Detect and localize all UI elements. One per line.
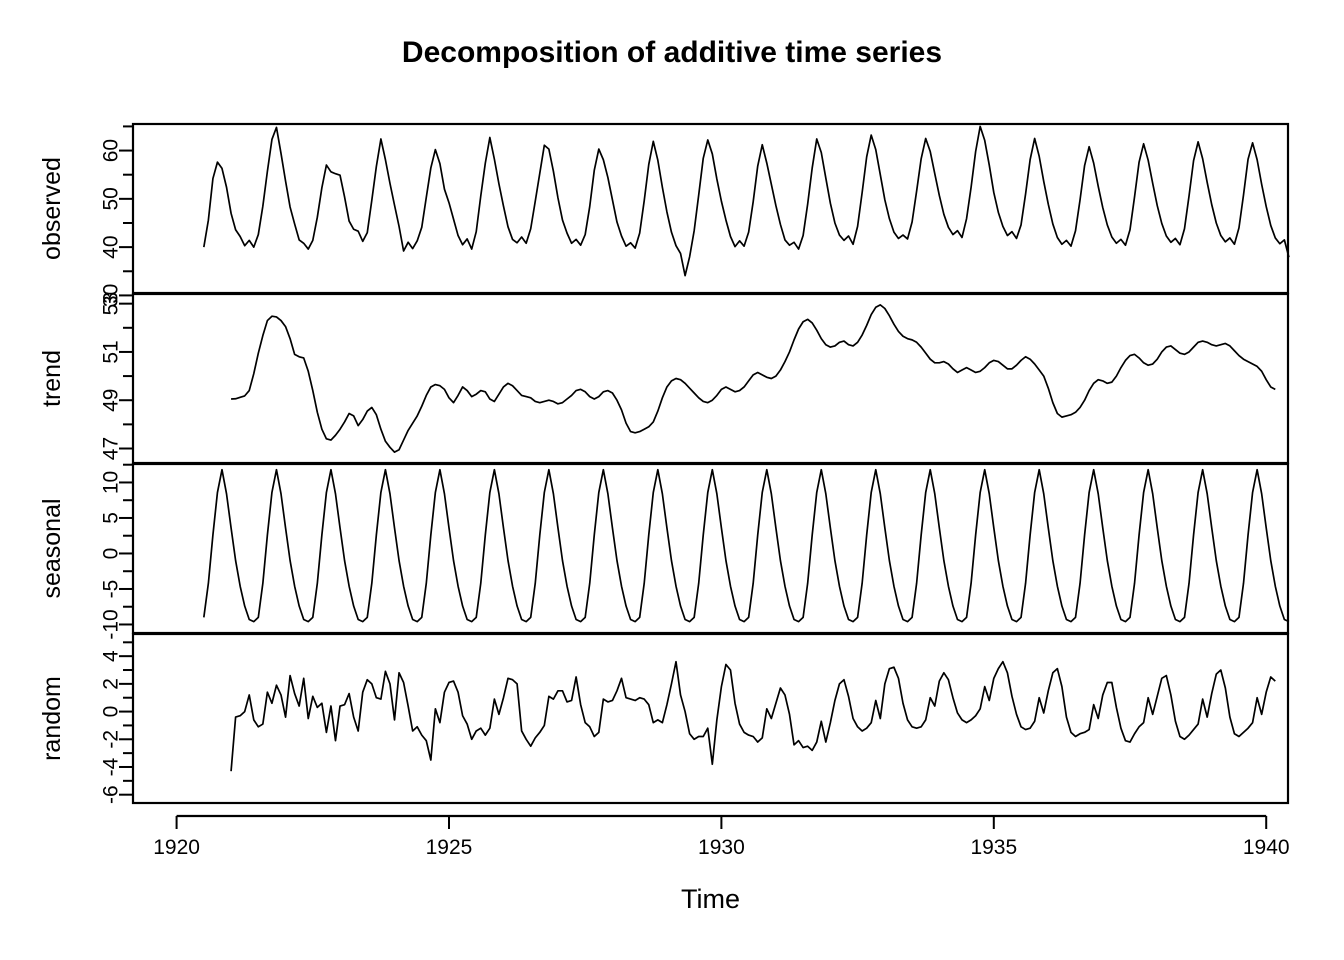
y-tick-label-observed: 50 [100,187,123,210]
x-tick-label: 1935 [970,836,1017,859]
panel-trend: 47 49 51 53 trend [38,292,1290,465]
y-tick-label-random: 4 [100,650,123,662]
y-tick-label-observed: 40 [100,235,123,258]
y-tick-label-seasonal: 10 [100,471,123,494]
series-line-seasonal [202,468,1290,623]
y-tick-label-random: -2 [100,730,123,749]
y-tick-label-random: -4 [100,757,123,776]
panel-random: -6 -4 -2 0 2 4 random [38,632,1290,805]
series-line-trend [231,304,1276,453]
y-tick-label-observed: 60 [100,139,123,162]
y-tick-label-seasonal: 5 [100,512,123,524]
y-tick-label-observed: 30 [100,284,123,307]
panel-seasonal: -10 -5 0 5 10 seasonal [38,462,1290,640]
y-tick-label-random: -6 [100,785,123,804]
panel-border-seasonal [131,462,1290,635]
page-title: Decomposition of additive time series [401,36,943,69]
y-tick-label-random: 2 [100,678,123,690]
y-tick-label-trend: 51 [100,340,123,363]
x-axis-title: Time [681,884,740,914]
y-tick-label-seasonal: -10 [100,609,123,639]
panel-label-random: random [38,676,66,761]
series-line-observed [202,125,1290,277]
panel-border-random [131,632,1290,805]
y-tick-label-trend: 53 [100,292,123,315]
x-tick-label: 1920 [153,836,200,859]
y-tick-label-seasonal: 0 [100,548,123,560]
panel-label-observed: observed [38,157,66,260]
x-axis: 1920 1925 1930 1935 1940 [153,814,1290,859]
series-line-random [230,660,1276,772]
y-tick-label-trend: 49 [100,389,123,412]
y-tick-label-random: 0 [100,706,123,718]
panel-label-seasonal: seasonal [38,498,66,598]
x-tick-label: 1925 [426,836,473,859]
x-tick-label: 1940 [1243,836,1290,859]
x-tick-label: 1930 [698,836,745,859]
y-tick-label-trend: 47 [100,437,123,460]
panel-observed: 30 40 50 60 observed [38,122,1290,307]
y-tick-label-seasonal: -5 [100,580,123,599]
panel-label-trend: trend [38,350,66,407]
